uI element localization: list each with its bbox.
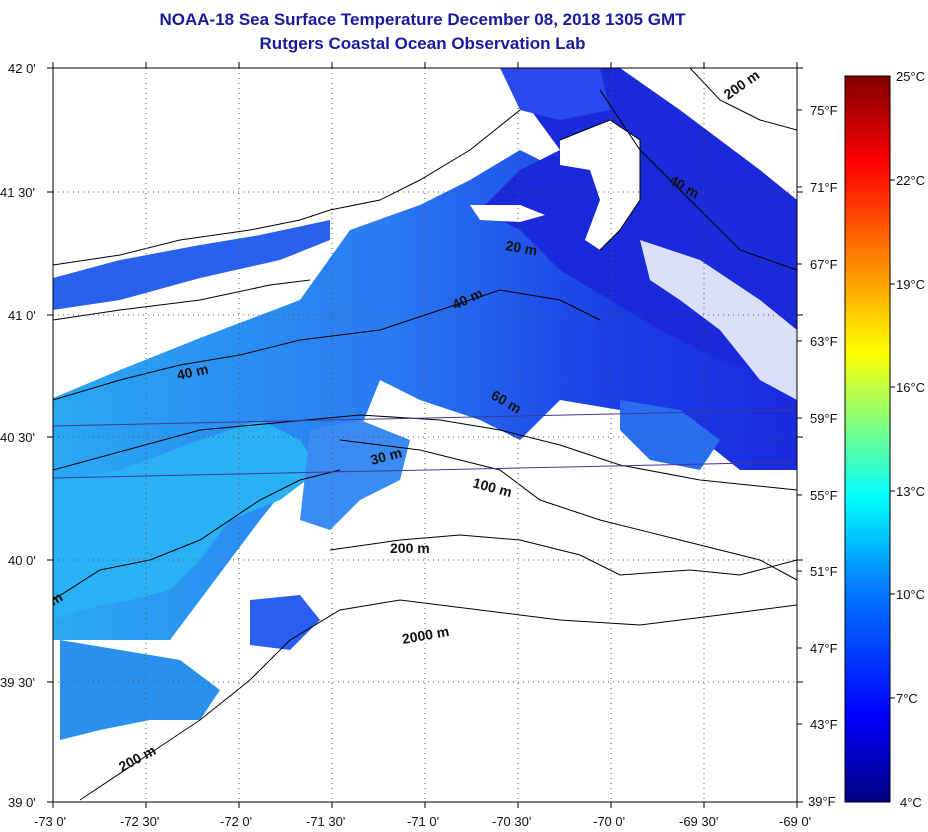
celsius-label: 22°C	[896, 173, 925, 188]
map-title: NOAA-18 Sea Surface Temperature December…	[159, 10, 686, 29]
scatter-ne	[620, 400, 720, 470]
shelf-break-scatter	[300, 420, 410, 530]
contour-label: 200 m	[390, 540, 430, 556]
fahrenheit-label: 71°F	[810, 180, 838, 195]
cyan-patches-west	[53, 420, 320, 620]
celsius-label: 19°C	[896, 277, 925, 292]
scatter-patch-1	[250, 595, 320, 650]
lat-label: 40 30'	[0, 430, 35, 445]
contour-label: 20 m	[504, 237, 538, 258]
celsius-label: 16°C	[896, 380, 925, 395]
celsius-label: 4°C	[900, 795, 922, 810]
fahrenheit-label: 63°F	[810, 334, 838, 349]
colorbar	[844, 75, 891, 803]
lon-label: -71 0'	[407, 814, 439, 829]
fahrenheit-label: 51°F	[810, 564, 838, 579]
lat-label: 39 0'	[8, 795, 36, 810]
lon-label: -70 30'	[492, 814, 531, 829]
lon-label: -72 30'	[120, 814, 159, 829]
lon-label: -69 0'	[779, 814, 811, 829]
cyan-patches-south	[60, 640, 220, 740]
celsius-label: 7°C	[896, 691, 918, 706]
fahrenheit-label: 39°F	[808, 794, 836, 809]
land-long-island	[53, 280, 310, 368]
contour-label: 30 m	[369, 444, 404, 468]
land-ct-ri-ma	[53, 68, 520, 265]
graticule	[53, 68, 797, 802]
lat-label: 41 30'	[0, 185, 35, 200]
land-islands	[470, 205, 545, 222]
land-cape-cod	[560, 120, 640, 250]
fahrenheit-label: 55°F	[810, 488, 838, 503]
celsius-label: 25°C	[896, 69, 925, 84]
lon-label: -71 30'	[306, 814, 345, 829]
celsius-label: 10°C	[896, 587, 925, 602]
bathymetry-contours	[53, 68, 797, 801]
cloud-east-white	[640, 240, 797, 400]
north-bay	[500, 68, 610, 120]
lon-label: -73 0'	[34, 814, 66, 829]
lat-label: 39 30'	[0, 675, 35, 690]
fahrenheit-label: 59°F	[810, 411, 838, 426]
fahrenheit-label: 75°F	[810, 103, 838, 118]
celsius-label: 13°C	[896, 484, 925, 499]
lon-label: -72 0'	[220, 814, 252, 829]
axis-ticks	[47, 62, 803, 808]
lon-label: -70 0'	[593, 814, 625, 829]
fahrenheit-label: 47°F	[810, 641, 838, 656]
lon-label: -69 30'	[679, 814, 718, 829]
lat-label: 41 0'	[8, 308, 36, 323]
contour-label: 40 m	[175, 361, 210, 383]
fahrenheit-label: 67°F	[810, 257, 838, 272]
lat-label: 40 0'	[8, 553, 36, 568]
long-island-sound	[53, 220, 330, 310]
map-subtitle: Rutgers Coastal Ocean Observation Lab	[259, 34, 586, 53]
fahrenheit-label: 43°F	[810, 717, 838, 732]
lat-label: 42 0'	[8, 61, 36, 76]
